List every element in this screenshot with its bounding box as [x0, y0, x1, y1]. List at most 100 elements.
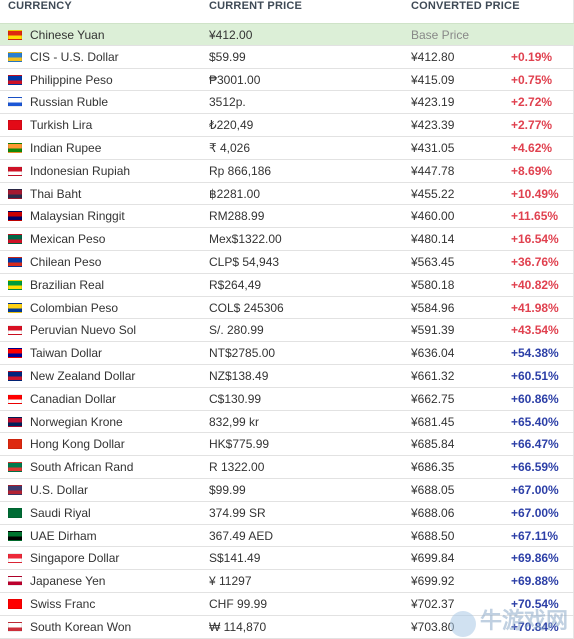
table-row[interactable]: Norwegian Krone 832,99 kr ¥681.45 +65.40% [0, 411, 574, 434]
currency-name: Japanese Yen [30, 574, 106, 589]
table-row[interactable]: Canadian Dollar C$130.99 ¥662.75 +60.86% [0, 388, 574, 411]
table-row[interactable]: Japanese Yen ¥ 11297 ¥699.92 +69.88% [0, 570, 574, 593]
percent-difference: +60.86% [511, 391, 559, 406]
flag-icon [8, 51, 22, 62]
converted-price: ¥455.22 [411, 186, 455, 201]
converted-price: ¥563.45 [411, 254, 455, 269]
currency-name: Chilean Peso [30, 254, 102, 269]
currency-name: Saudi Riyal [30, 505, 91, 520]
converted-price: ¥681.45 [411, 414, 455, 429]
flag-icon [8, 462, 22, 473]
currency-name: Philippine Peso [30, 72, 113, 87]
currency-name: Peruvian Nuevo Sol [30, 323, 137, 338]
converted-price: ¥636.04 [411, 346, 455, 361]
percent-difference: +67.00% [511, 482, 559, 497]
watermark-text: 牛游戏网 [479, 609, 568, 634]
converted-price: ¥699.84 [411, 551, 455, 566]
current-price: R 1322.00 [209, 460, 265, 475]
percent-difference: +66.59% [511, 460, 559, 475]
converted-price: ¥423.19 [411, 95, 455, 110]
currency-name: Thai Baht [30, 186, 82, 201]
table-row[interactable]: South African Rand R 1322.00 ¥686.35 +66.59… [0, 456, 574, 479]
currency-name: CIS - U.S. Dollar [30, 49, 119, 64]
percent-difference: +60.51% [511, 368, 559, 383]
current-price: NT$2785.00 [209, 346, 276, 361]
current-price: ₩ 114,870 [209, 619, 267, 634]
percent-difference: +40.82% [511, 277, 559, 292]
currency-name: South African Rand [30, 460, 134, 475]
table-row[interactable]: Indonesian Rupiah Rp 866,186 ¥447.78 +8.69% [0, 160, 574, 183]
table-row[interactable]: Malaysian Ringgit RM288.99 ¥460.00 +11.65% [0, 205, 574, 229]
percent-difference: +0.75% [511, 72, 553, 87]
currency-name: Singapore Dollar [30, 551, 120, 566]
percent-difference: +10.49% [511, 186, 559, 201]
table-row[interactable]: Philippine Peso ₱3001.00 ¥415.09 +0.75% [0, 69, 574, 92]
flag-icon [8, 553, 22, 564]
flag-icon [8, 279, 22, 290]
table-row[interactable]: Taiwan Dollar NT$2785.00 ¥636.04 +54.38% [0, 342, 574, 365]
table-row[interactable]: Brazilian Real R$264,49 ¥580.18 +40.82% [0, 274, 574, 297]
table-row[interactable]: CIS - U.S. Dollar $59.99 ¥412.80 +0.19% [0, 46, 574, 69]
flag-icon [8, 370, 22, 381]
table-row[interactable]: Chinese Yuan ¥412.00 Base Price [0, 23, 574, 46]
table-row[interactable]: UAE Dirham 367.49 AED ¥688.50 +67.11% [0, 525, 574, 548]
percent-difference: +67.00% [511, 505, 559, 520]
current-price: CLP$ 54,943 [209, 254, 280, 269]
percent-difference: +36.76% [511, 254, 559, 269]
flag-icon [8, 507, 22, 518]
table-row[interactable]: Peruvian Nuevo Sol S/. 280.99 ¥591.39 +43.5… [0, 319, 574, 343]
header-current-price: CURRENT PRICE [209, 0, 303, 12]
currency-name: Turkish Lira [30, 118, 93, 133]
price-table-body: Chinese Yuan ¥412.00 Base Price CIS - U.S. … [0, 23, 574, 639]
table-row[interactable]: South Korean Won ₩ 114,870 ¥703.80 +70.84% [0, 616, 574, 639]
flag-icon [8, 188, 22, 199]
currency-name: South Korean Won [30, 619, 132, 634]
converted-price: ¥584.96 [411, 300, 455, 315]
current-price: $59.99 [209, 49, 246, 64]
table-row[interactable]: Chilean Peso CLP$ 54,943 ¥563.45 +36.76% [0, 251, 574, 274]
current-price: ₹ 4,026 [209, 140, 250, 155]
table-row[interactable]: New Zealand Dollar NZ$138.49 ¥661.32 +60.51… [0, 365, 574, 388]
flag-icon [8, 621, 22, 632]
current-price: ¥ 11297 [209, 574, 252, 589]
table-row[interactable]: Russian Ruble 3512р. ¥423.19 +2.72% [0, 91, 574, 115]
current-price: NZ$138.49 [209, 368, 269, 383]
table-row[interactable]: Turkish Lira ₺220,49 ¥423.39 +2.77% [0, 114, 574, 137]
current-price: Mex$1322.00 [209, 232, 282, 247]
flag-icon [8, 30, 22, 40]
flag-icon [8, 439, 22, 450]
flag-icon [8, 211, 22, 222]
table-row[interactable]: Colombian Peso COL$ 245306 ¥584.96 +41.98% [0, 297, 574, 320]
percent-difference: +70.54% [511, 596, 559, 611]
converted-price: ¥423.39 [411, 118, 455, 133]
currency-name: Brazilian Real [30, 277, 105, 292]
current-price: C$130.99 [209, 391, 262, 406]
currency-name: New Zealand Dollar [30, 368, 136, 383]
flag-icon [8, 74, 22, 85]
percent-difference: +69.88% [511, 574, 559, 589]
table-row[interactable]: Thai Baht ฿2281.00 ¥455.22 +10.49% [0, 183, 574, 206]
converted-price: ¥591.39 [411, 323, 455, 338]
table-row[interactable]: Hong Kong Dollar HK$775.99 ¥685.84 +66.47% [0, 433, 574, 457]
table-row[interactable]: Mexican Peso Mex$1322.00 ¥480.14 +16.54% [0, 228, 574, 251]
flag-icon [8, 393, 22, 404]
flag-icon [8, 256, 22, 267]
table-row[interactable]: Singapore Dollar S$141.49 ¥699.84 +69.86% [0, 547, 574, 571]
converted-price: ¥662.75 [411, 391, 455, 406]
percent-difference: +43.54% [511, 323, 559, 338]
currency-name: Russian Ruble [30, 95, 109, 110]
percent-difference: +8.69% [511, 163, 553, 178]
converted-price: ¥580.18 [411, 277, 455, 292]
flag-icon [8, 325, 22, 336]
table-row[interactable]: Swiss Franc CHF 99.99 ¥702.37 +70.54% [0, 593, 574, 616]
table-row[interactable]: Saudi Riyal 374.99 SR ¥688.06 +67.00% [0, 502, 574, 525]
table-row[interactable]: Indian Rupee ₹ 4,026 ¥431.05 +4.62% [0, 137, 574, 160]
converted-price: ¥702.37 [411, 596, 455, 611]
header-converted-price: CONVERTED PRICE [411, 0, 520, 12]
table-header: CURRENCY CURRENT PRICE CONVERTED PRICE [0, 0, 574, 18]
flag-icon [8, 530, 22, 541]
currency-name: U.S. Dollar [30, 482, 89, 497]
table-row[interactable]: U.S. Dollar $99.99 ¥688.05 +67.00% [0, 479, 574, 502]
current-price: S/. 280.99 [209, 323, 264, 338]
flag-icon [8, 576, 22, 587]
